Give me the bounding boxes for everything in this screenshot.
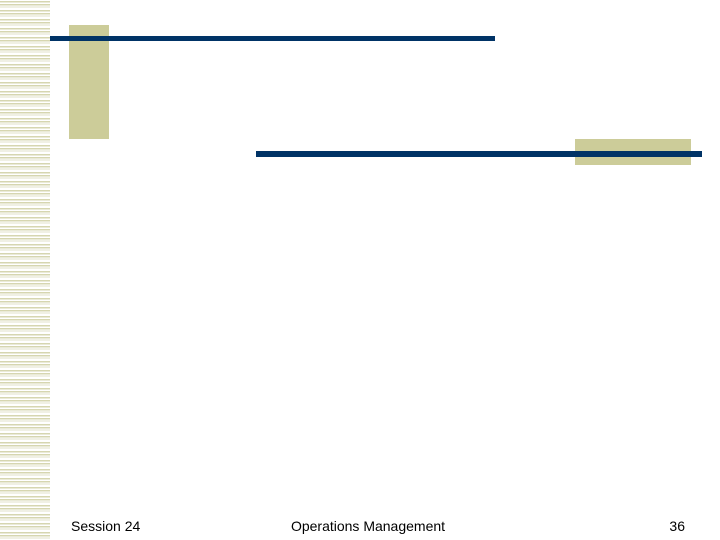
title-rule xyxy=(50,36,495,41)
content-rule xyxy=(256,151,702,157)
side-stripes xyxy=(0,0,50,540)
footer-center: Operations Management xyxy=(291,518,445,534)
accent-block xyxy=(69,25,109,139)
footer-left: Session 24 xyxy=(71,518,140,534)
page-number: 36 xyxy=(669,518,685,534)
